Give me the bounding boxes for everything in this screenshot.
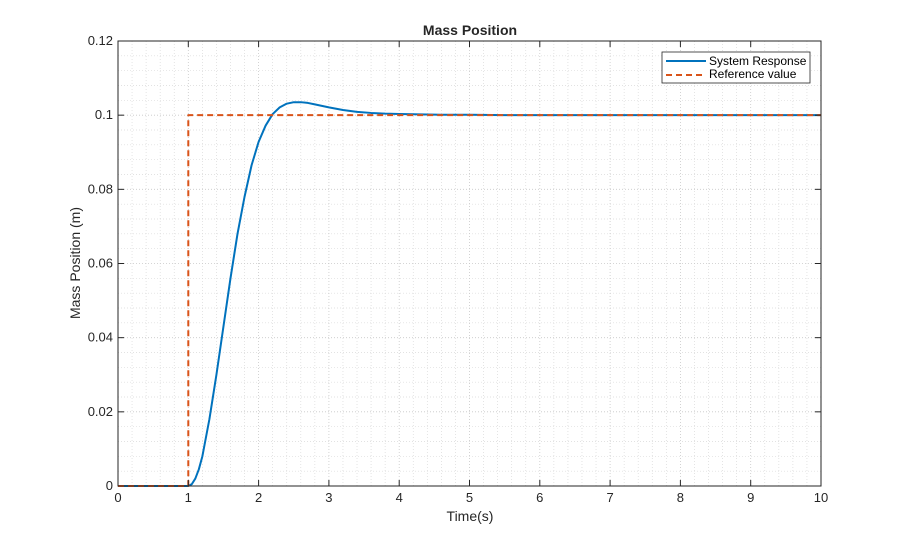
x-tick-label: 6 [536,490,543,505]
x-axis-label: Time(s) [447,508,494,524]
x-tick-label: 4 [396,490,403,505]
legend-box [661,51,811,84]
x-tick-label: 10 [814,490,828,505]
legend-label-system-response: System Response [709,54,807,68]
y-tick-label: 0.04 [88,330,113,345]
y-tick-label: 0.06 [88,256,113,271]
x-tick-label: 5 [466,490,473,505]
y-tick-label: 0 [106,478,113,493]
y-tick-label: 0.12 [88,33,113,48]
x-tick-label: 0 [114,490,121,505]
y-tick-labels: 0 0.02 0.04 0.06 0.08 0.1 0.12 [88,33,113,493]
x-tick-label: 7 [606,490,613,505]
y-tick-label: 0.02 [88,404,113,419]
x-tick-label: 1 [185,490,192,505]
y-tick-label: 0.1 [95,107,113,122]
x-tick-label: 3 [325,490,332,505]
y-tick-label: 0.08 [88,181,113,196]
x-tick-labels: 0 1 2 3 4 5 6 7 8 9 10 [114,490,828,505]
legend: System Response Reference value [661,51,811,84]
legend-label-reference-value: Reference value [709,67,797,81]
x-tick-label: 8 [677,490,684,505]
x-tick-label: 9 [747,490,754,505]
y-axis-label: Mass Position (m) [67,207,83,319]
chart-title: Mass Position [423,22,517,38]
axis-ticks [117,40,822,487]
x-tick-label: 2 [255,490,262,505]
